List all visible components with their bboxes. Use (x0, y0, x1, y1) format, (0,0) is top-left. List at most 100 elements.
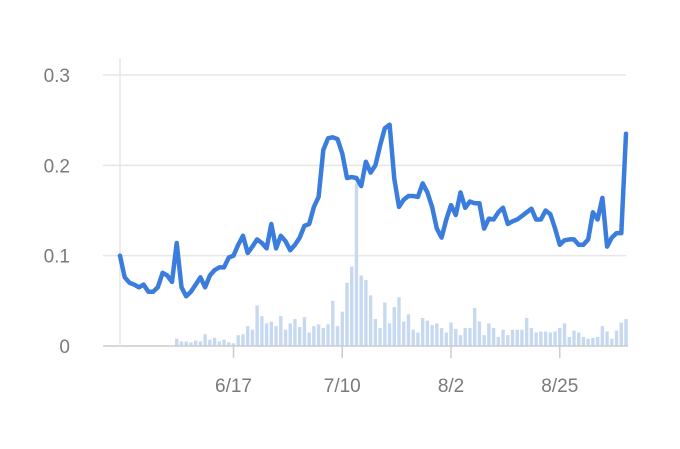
bar (586, 338, 590, 346)
bar (387, 323, 392, 346)
bar (534, 332, 538, 346)
bar (264, 323, 269, 346)
bar (496, 336, 501, 346)
bar (416, 332, 420, 346)
bar (543, 331, 548, 346)
x-tick-label: 8/25 (541, 376, 578, 397)
bar (203, 334, 207, 346)
bar (321, 327, 326, 346)
bar (463, 327, 467, 346)
bar (236, 335, 240, 346)
x-axis-tick-labels: 6/17 7/10 8/2 8/25 (215, 376, 578, 397)
bar (444, 332, 449, 346)
bar (624, 318, 628, 346)
bar (193, 340, 198, 346)
bar (591, 337, 595, 346)
bar (477, 321, 482, 346)
bar (449, 322, 453, 346)
bar (255, 305, 259, 346)
bar (227, 342, 231, 346)
bar (198, 341, 203, 346)
bar (482, 335, 486, 346)
bar (397, 297, 401, 346)
bar (506, 335, 510, 346)
bar (179, 341, 184, 346)
bar (562, 323, 567, 346)
bar (581, 336, 586, 346)
bar (425, 320, 430, 346)
bar (383, 302, 387, 346)
bar (529, 327, 534, 346)
bar (217, 341, 222, 346)
bar (435, 323, 439, 346)
bar (283, 329, 288, 346)
bar (539, 331, 543, 346)
bar (184, 341, 188, 346)
x-tick-label: 6/17 (215, 376, 252, 397)
bar (572, 330, 576, 346)
bar (307, 332, 311, 346)
bar (250, 329, 255, 346)
bar (241, 334, 245, 346)
bar (359, 275, 363, 346)
bar (468, 327, 472, 346)
x-tick-label: 8/2 (438, 376, 464, 397)
bar (340, 311, 344, 346)
bar (302, 317, 307, 346)
bar (411, 329, 415, 346)
bar (368, 295, 373, 346)
bar (548, 332, 553, 346)
bar-series (175, 183, 628, 346)
bar (610, 338, 614, 346)
bar (245, 326, 250, 346)
bar (208, 339, 212, 346)
bar (402, 321, 406, 346)
bar (567, 336, 571, 346)
x-tick-label: 7/10 (324, 376, 361, 397)
bar (600, 326, 605, 346)
bar (373, 318, 378, 346)
bar (392, 307, 396, 346)
bar (439, 327, 444, 346)
y-tick-label: 0.3 (44, 66, 70, 87)
bar (406, 314, 411, 346)
bar (491, 327, 496, 346)
bar (524, 317, 529, 346)
bar (212, 337, 217, 346)
bar (605, 331, 609, 346)
bar (231, 343, 236, 346)
bar (293, 318, 297, 346)
bar (269, 321, 274, 346)
bar (553, 331, 557, 346)
bar (354, 183, 359, 346)
bar (331, 300, 335, 346)
bar (614, 330, 619, 346)
y-tick-label: 0 (59, 337, 70, 358)
bar (595, 336, 600, 346)
bar (274, 326, 278, 346)
axes (103, 58, 628, 358)
bar (454, 328, 458, 346)
bar (378, 327, 382, 346)
bar (316, 324, 321, 346)
bar (619, 322, 623, 346)
bar (297, 327, 302, 346)
bar (335, 326, 340, 346)
bar (260, 316, 264, 346)
bar (350, 266, 354, 346)
bar (222, 339, 226, 346)
line-series (117, 122, 629, 299)
series-line (117, 122, 629, 299)
bar (487, 323, 491, 346)
bar (175, 338, 179, 346)
bar (558, 327, 562, 346)
bar (515, 329, 519, 346)
bar (364, 280, 368, 346)
bar (420, 317, 425, 346)
bar (510, 329, 515, 346)
bar (577, 332, 581, 346)
bar (430, 325, 434, 346)
bar (326, 324, 330, 346)
y-tick-label: 0.2 (44, 156, 70, 177)
